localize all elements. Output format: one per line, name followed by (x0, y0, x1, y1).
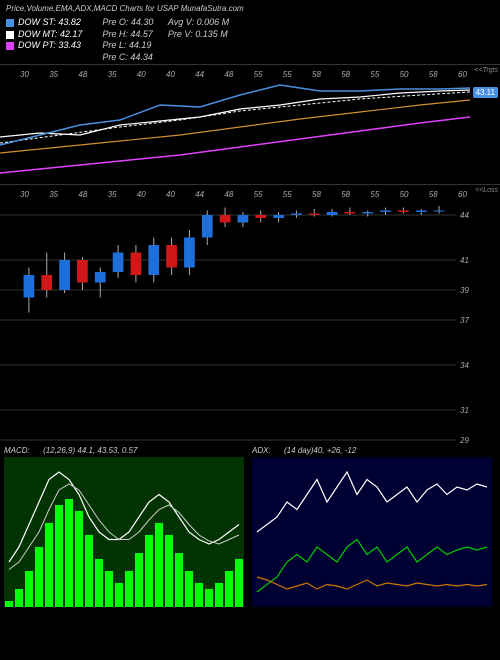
svg-text:35: 35 (108, 190, 117, 199)
adx-panel: ADX: (14 day)40, +26, -12 (252, 444, 496, 607)
svg-text:55: 55 (254, 190, 263, 199)
svg-text:48: 48 (78, 190, 87, 199)
svg-text:58: 58 (312, 190, 321, 199)
macd-label: MACD: (4, 446, 30, 455)
svg-text:37: 37 (460, 316, 469, 325)
header: DOW ST: 43.82DOW MT: 42.17DOW PT: 33.43 … (0, 17, 500, 64)
svg-text:44: 44 (460, 211, 469, 220)
svg-text:58: 58 (429, 70, 438, 79)
svg-text:41: 41 (460, 256, 469, 265)
svg-text:55: 55 (254, 70, 263, 79)
svg-text:55: 55 (370, 70, 379, 79)
svg-text:40: 40 (166, 190, 175, 199)
svg-text:44: 44 (195, 190, 204, 199)
chart-title: Price,Volume,EMA,ADX,MACD Charts for USA… (0, 0, 500, 17)
svg-text:39: 39 (460, 286, 469, 295)
svg-text:40: 40 (166, 70, 175, 79)
svg-text:58: 58 (341, 190, 350, 199)
svg-text:55: 55 (283, 190, 292, 199)
svg-text:60: 60 (458, 190, 467, 199)
svg-text:50: 50 (400, 190, 409, 199)
adx-params: (14 day)40, +26, -12 (284, 446, 356, 455)
legend: DOW ST: 43.82DOW MT: 42.17DOW PT: 33.43 (6, 17, 82, 64)
svg-text:58: 58 (312, 70, 321, 79)
ohlc-stats: Pre O: 44.30Pre H: 44.57Pre L: 44.19Pre … (102, 17, 241, 64)
legend-item: DOW PT: 33.43 (6, 40, 82, 52)
svg-text:30: 30 (20, 190, 29, 199)
macd-params: (12,26,9) 44.1, 43.53, 0.57 (43, 446, 137, 455)
legend-item: DOW ST: 43.82 (6, 17, 82, 29)
svg-text:55: 55 (370, 190, 379, 199)
adx-label: ADX: (252, 446, 271, 455)
svg-text:48: 48 (78, 70, 87, 79)
svg-text:55: 55 (283, 70, 292, 79)
svg-text:44: 44 (195, 70, 204, 79)
svg-text:48: 48 (224, 70, 233, 79)
svg-text:58: 58 (429, 190, 438, 199)
svg-text:35: 35 (49, 70, 58, 79)
svg-text:50: 50 (400, 70, 409, 79)
svg-text:58: 58 (341, 70, 350, 79)
legend-item: DOW MT: 42.17 (6, 29, 82, 41)
svg-text:35: 35 (108, 70, 117, 79)
svg-text:31: 31 (460, 406, 469, 415)
svg-text:30: 30 (20, 70, 29, 79)
svg-text:48: 48 (224, 190, 233, 199)
svg-text:40: 40 (137, 190, 146, 199)
svg-text:34: 34 (460, 361, 469, 370)
svg-text:60: 60 (458, 70, 467, 79)
ema-trend-panel: 3035483540404448555558585550586043.11<<T… (0, 64, 500, 184)
price-pointer: 43.11 (473, 87, 498, 98)
macd-panel: MACD: (12,26,9) 44.1, 43.53, 0.57 (4, 444, 248, 607)
svg-text:35: 35 (49, 190, 58, 199)
svg-text:40: 40 (137, 70, 146, 79)
candlestick-panel: 4441393734312930354835404044485555585855… (0, 184, 500, 444)
